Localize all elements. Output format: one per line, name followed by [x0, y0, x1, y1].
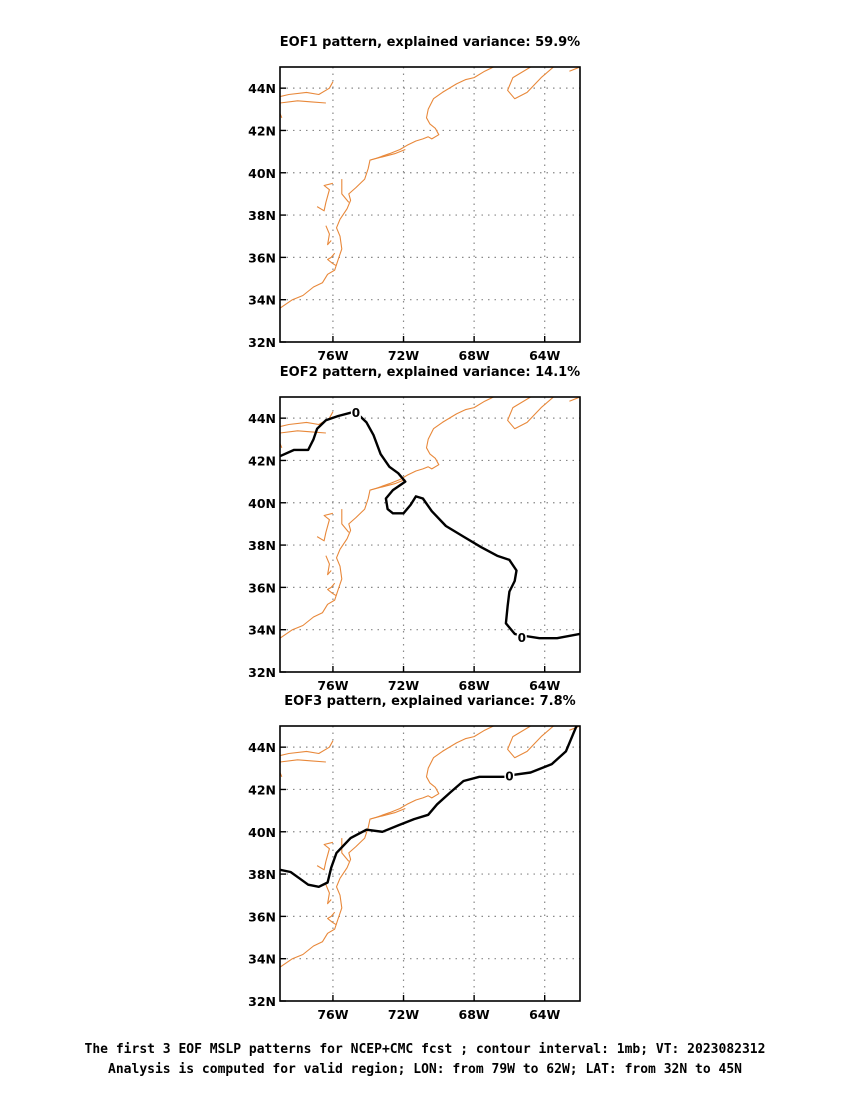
lat-tick-label: 34N [248, 623, 276, 638]
lat-tick-label: 38N [248, 538, 276, 553]
coastline [341, 509, 350, 533]
lon-tick-label: 76W [317, 1007, 348, 1020]
contour-label: 0 [505, 770, 513, 784]
lat-tick-label: 32N [248, 665, 276, 680]
lon-tick-label: 68W [459, 678, 490, 693]
lon-tick-label: 64W [529, 678, 560, 693]
lon-tick-label: 72W [388, 348, 419, 363]
lat-tick-label: 42N [248, 782, 276, 797]
zero-contour-line [280, 410, 580, 640]
lon-tick-label: 72W [388, 678, 419, 693]
coastline [316, 512, 334, 542]
map-frame [279, 725, 581, 1002]
lon-tick-label: 64W [529, 1007, 560, 1020]
zero-contour-line [280, 726, 578, 888]
map-panel-eof1: EOF1 pattern, explained variance: 59.9% 3… [248, 35, 581, 363]
lon-tick-label: 68W [459, 1007, 490, 1020]
caption-line-1: The first 3 EOF MSLP patterns for NCEP+C… [84, 1042, 766, 1057]
contour-label-bg [516, 629, 527, 646]
lon-tick-label: 64W [529, 348, 560, 363]
contour-label: 0 [518, 631, 526, 645]
lat-tick-label: 38N [248, 208, 276, 223]
lat-tick-label: 38N [248, 867, 276, 882]
coastline [280, 100, 326, 104]
map-frame [279, 66, 581, 343]
coastline [369, 807, 406, 820]
coastline [280, 726, 494, 968]
coastline [280, 397, 494, 639]
lat-tick-label: 34N [248, 952, 276, 967]
coastline [280, 81, 334, 98]
coastline [316, 182, 334, 212]
map-area: 00 [280, 397, 580, 672]
lat-tick-label: 42N [248, 123, 276, 138]
lat-tick-label: 44N [248, 81, 276, 96]
coastline [280, 430, 326, 434]
lat-tick-label: 36N [248, 580, 276, 595]
coastline [280, 759, 326, 763]
contour-label-bg [350, 403, 361, 420]
map-frame [279, 396, 581, 673]
coastline [325, 884, 332, 905]
coastline [327, 582, 337, 597]
eof-map-figure: EOF1 pattern, explained variance: 59.9% 3… [248, 35, 581, 1020]
lat-tick-label: 32N [248, 335, 276, 350]
lat-tick-label: 40N [248, 825, 276, 840]
coastline [325, 225, 332, 246]
coastline [316, 841, 334, 871]
coastline [369, 478, 406, 491]
lat-tick-label: 32N [248, 994, 276, 1009]
coastline [280, 411, 334, 428]
coastline [280, 740, 334, 757]
contour-label-bg [504, 767, 515, 784]
lat-tick-label: 40N [248, 166, 276, 181]
coastline [327, 252, 337, 267]
coastline [507, 726, 554, 759]
coastline [507, 67, 554, 100]
panel-title: EOF3 pattern, explained variance: 7.8% [284, 694, 575, 709]
panel-title: EOF1 pattern, explained variance: 59.9% [280, 35, 580, 50]
lat-tick-label: 36N [248, 250, 276, 265]
lat-tick-label: 36N [248, 909, 276, 924]
caption-line-2: Analysis is computed for valid region; L… [108, 1062, 742, 1077]
lon-tick-label: 68W [459, 348, 490, 363]
lat-tick-label: 34N [248, 293, 276, 308]
map-area [280, 67, 580, 342]
coastline [507, 397, 554, 430]
lon-tick-label: 76W [317, 348, 348, 363]
lat-tick-label: 40N [248, 496, 276, 511]
coastline [325, 555, 332, 576]
lat-tick-label: 44N [248, 411, 276, 426]
lat-tick-label: 44N [248, 740, 276, 755]
lat-tick-label: 42N [248, 453, 276, 468]
panel-title: EOF2 pattern, explained variance: 14.1% [280, 365, 580, 380]
coastline [341, 838, 350, 862]
map-panel-eof2: EOF2 pattern, explained variance: 14.1% 0… [248, 365, 581, 693]
map-panel-eof3: EOF3 pattern, explained variance: 7.8% 0 3… [248, 694, 581, 1020]
lon-tick-label: 76W [317, 678, 348, 693]
lon-tick-label: 72W [388, 1007, 419, 1020]
coastline [280, 67, 494, 309]
coastline [341, 179, 350, 203]
contour-label: 0 [352, 406, 360, 420]
map-area: 0 [280, 726, 580, 1001]
coastline [369, 148, 406, 161]
coastline [327, 911, 337, 926]
